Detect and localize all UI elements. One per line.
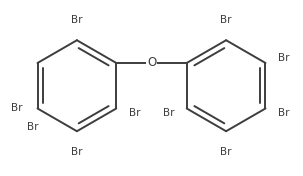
Text: Br: Br — [71, 147, 83, 157]
Text: Br: Br — [220, 15, 232, 25]
Text: Br: Br — [278, 108, 289, 118]
Text: Br: Br — [163, 108, 174, 118]
Text: Br: Br — [27, 122, 38, 132]
Text: Br: Br — [129, 108, 140, 118]
Text: Br: Br — [71, 15, 83, 25]
Text: O: O — [147, 56, 156, 70]
Text: Br: Br — [11, 103, 22, 114]
Text: Br: Br — [220, 147, 232, 157]
Text: Br: Br — [278, 53, 289, 63]
